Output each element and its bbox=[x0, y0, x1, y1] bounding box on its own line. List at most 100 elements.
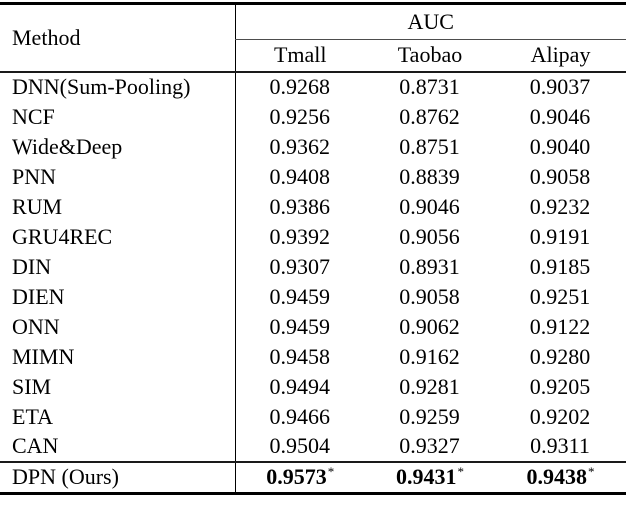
value-cell: 0.9058 bbox=[365, 282, 495, 312]
value-text: 0.8931 bbox=[399, 253, 460, 279]
value-text: 0.9494 bbox=[269, 373, 331, 399]
header-group-row: Method AUC bbox=[0, 3, 626, 73]
table-row: ETA 0.9466 0.9259 0.9202 bbox=[0, 401, 626, 432]
method-column-header: Method bbox=[0, 3, 235, 73]
method-cell: GRU4REC bbox=[12, 223, 113, 249]
value-text: 0.9202 bbox=[529, 403, 591, 429]
table-row: Wide&Deep 0.9362 0.8751 0.9040 bbox=[0, 131, 626, 162]
value-text: 0.9386 bbox=[269, 193, 331, 219]
value-cell: 0.8751 bbox=[365, 132, 495, 162]
value-cell: 0.9037 bbox=[495, 72, 626, 102]
table-row: ONN 0.9459 0.9062 0.9122 bbox=[0, 311, 626, 342]
value-cell: 0.9040 bbox=[495, 132, 626, 162]
value-cell: 0.9408 bbox=[234, 161, 365, 192]
column-header-tmall: Tmall bbox=[234, 39, 365, 73]
value-cell: 0.9280 bbox=[495, 342, 626, 372]
table-header: Method AUC Tmall Taobao Alipay bbox=[0, 3, 626, 73]
value-text: 0.9046 bbox=[529, 103, 591, 129]
table-row: MIMN 0.9458 0.9162 0.9280 bbox=[0, 341, 626, 372]
value-text: 0.9504 bbox=[269, 433, 331, 458]
method-cell: DIEN bbox=[12, 283, 65, 309]
value-cell: 0.9311 bbox=[495, 432, 626, 462]
value-text: 0.9058 bbox=[529, 163, 591, 189]
value-cell: 0.9256 bbox=[234, 101, 365, 132]
header-sub-row: Tmall Taobao Alipay bbox=[0, 39, 626, 73]
value-text: 0.9459 bbox=[269, 313, 331, 339]
value-text: 0.8762 bbox=[399, 103, 460, 129]
value-text: 0.9573 bbox=[266, 464, 327, 490]
value-cell: 0.9205 bbox=[495, 372, 626, 402]
value-text: 0.8751 bbox=[399, 133, 460, 159]
table-row: PNN 0.9408 0.8839 0.9058 bbox=[0, 161, 626, 192]
value-cell: 0.9062 bbox=[365, 312, 495, 342]
method-cell: MIMN bbox=[12, 343, 75, 369]
value-cell: 0.9046 bbox=[365, 192, 495, 222]
value-cell: 0.9191 bbox=[495, 222, 626, 252]
value-text: 0.9232 bbox=[529, 193, 591, 219]
value-cell: 0.9327 bbox=[365, 432, 495, 462]
value-cell: 0.9573* bbox=[234, 460, 365, 494]
value-cell: 0.8931 bbox=[365, 252, 495, 282]
value-text: 0.9466 bbox=[269, 403, 331, 429]
value-cell: 0.9494 bbox=[234, 371, 365, 402]
table-row: SIM 0.9494 0.9281 0.9205 bbox=[0, 371, 626, 402]
auc-group-header: AUC bbox=[234, 3, 626, 40]
value-text: 0.8731 bbox=[399, 74, 460, 99]
method-cell: ONN bbox=[12, 313, 60, 339]
value-cell: 0.9459 bbox=[234, 311, 365, 342]
value-cell: 0.9162 bbox=[365, 342, 495, 372]
value-text: 0.9056 bbox=[399, 223, 460, 249]
method-cell: SIM bbox=[12, 373, 52, 399]
value-text: 0.9259 bbox=[399, 403, 460, 429]
method-cell: RUM bbox=[12, 193, 63, 219]
value-text: 0.9058 bbox=[399, 283, 460, 309]
value-text: 0.9307 bbox=[269, 253, 331, 279]
value-cell: 0.9386 bbox=[234, 191, 365, 222]
value-text: 0.9438 bbox=[526, 464, 588, 490]
value-text: 0.9162 bbox=[399, 343, 460, 369]
value-cell: 0.9392 bbox=[234, 221, 365, 252]
value-cell: 0.8839 bbox=[365, 162, 495, 192]
value-text: 0.9431 bbox=[396, 464, 457, 490]
value-text: 0.9362 bbox=[269, 133, 331, 159]
value-text: 0.9062 bbox=[399, 313, 460, 339]
value-cell: 0.9362 bbox=[234, 131, 365, 162]
method-cell: Wide&Deep bbox=[12, 133, 123, 159]
value-cell: 0.9466 bbox=[234, 401, 365, 432]
value-cell: 0.9122 bbox=[495, 312, 626, 342]
value-cell: 0.9046 bbox=[495, 102, 626, 132]
value-sup: * bbox=[327, 463, 335, 479]
value-cell: 0.9056 bbox=[365, 222, 495, 252]
value-cell: 0.9438* bbox=[495, 460, 626, 494]
value-text: 0.9392 bbox=[269, 223, 331, 249]
method-cell: DIN bbox=[12, 253, 52, 279]
value-text: 0.9122 bbox=[529, 313, 591, 339]
value-text: 0.9268 bbox=[269, 74, 331, 99]
value-text: 0.9205 bbox=[529, 373, 591, 399]
value-text: 0.9327 bbox=[399, 433, 460, 458]
value-cell: 0.9307 bbox=[234, 251, 365, 282]
table-row: DNN(Sum-Pooling) 0.9268 0.8731 0.9037 bbox=[0, 71, 626, 102]
value-cell: 0.9058 bbox=[495, 162, 626, 192]
value-text: 0.9256 bbox=[269, 103, 331, 129]
method-cell: CAN bbox=[12, 433, 59, 458]
method-cell: DPN (Ours) bbox=[0, 460, 235, 494]
value-sup: * bbox=[588, 463, 595, 479]
value-text: 0.9185 bbox=[529, 253, 591, 279]
value-cell: 0.9281 bbox=[365, 372, 495, 402]
value-cell: 0.9459 bbox=[234, 281, 365, 312]
table-body: DNN(Sum-Pooling) 0.9268 0.8731 0.9037 NC… bbox=[0, 71, 626, 494]
value-text: 0.9459 bbox=[269, 283, 331, 309]
value-sup: * bbox=[457, 463, 465, 479]
value-text: 0.9040 bbox=[529, 133, 591, 159]
value-cell: 0.9185 bbox=[495, 252, 626, 282]
table-row: DPN (Ours) 0.9573* 0.9431* 0.9438* bbox=[0, 460, 626, 494]
value-cell: 0.9259 bbox=[365, 402, 495, 432]
value-text: 0.9311 bbox=[530, 433, 590, 458]
value-cell: 0.8762 bbox=[365, 102, 495, 132]
value-text: 0.8839 bbox=[399, 163, 460, 189]
table-row: DIN 0.9307 0.8931 0.9185 bbox=[0, 251, 626, 282]
value-text: 0.9191 bbox=[529, 223, 591, 249]
value-text: 0.9458 bbox=[269, 343, 331, 369]
